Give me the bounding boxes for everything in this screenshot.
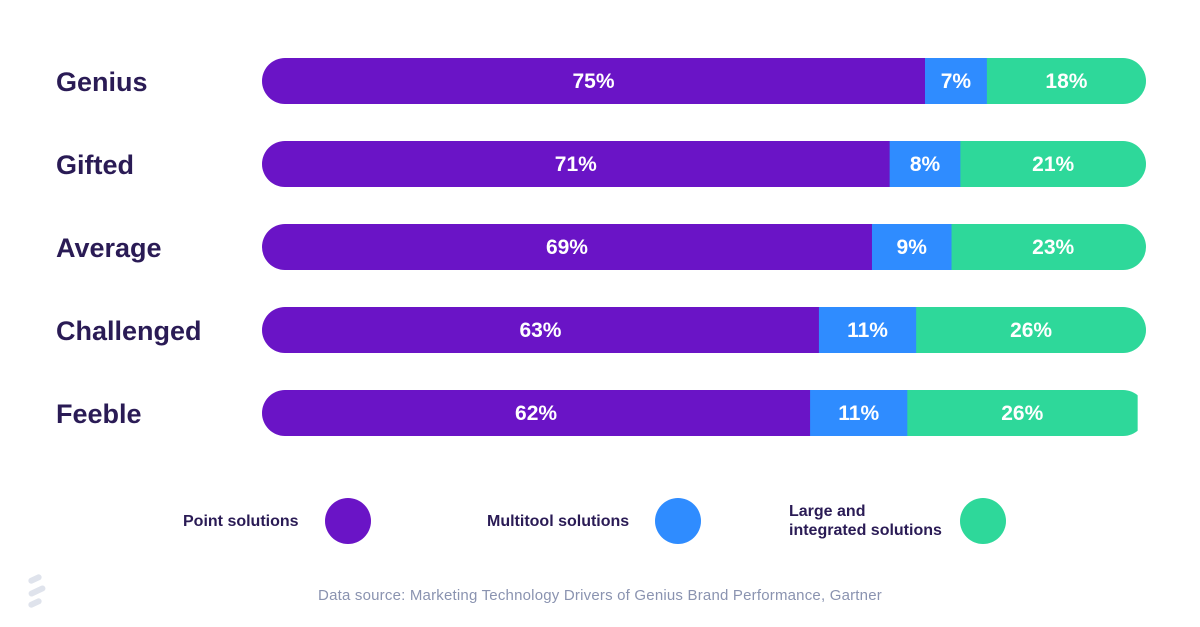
bar-segment-feeble-series-2 [907,390,1138,436]
legend-label: Large and integrated solutions [789,503,942,539]
bar-segment-feeble-series-1 [810,390,908,436]
data-label-genius-series-0: 75% [572,70,614,93]
stacked-bar-chart: Genius 75% 7% 18% Gifted 71% 8% 21% Average 69% 9%… [56,58,1146,436]
data-label-average-series-0: 69% [546,236,588,259]
bar-segment-gifted-series-2 [960,141,1146,187]
data-label-challenged-series-2: 26% [1010,319,1052,342]
bar-row-challenged [262,307,1146,353]
bar-row-feeble [262,390,1138,436]
legend-swatch-multitool-solutions [655,498,702,544]
data-label-genius-series-1: 7% [941,70,972,93]
bar-segment-challenged-series-1 [818,307,917,353]
legend-label: Multitool solutions [487,512,630,530]
bar-segment-gifted-series-1 [889,141,961,187]
legend-large-integrated-solutions: Large and integrated solutions [789,497,1006,545]
category-label-genius: Genius [56,67,148,97]
legend-swatch-large-integrated-solutions [959,498,1006,544]
data-label-challenged-series-0: 63% [519,319,561,342]
category-label-gifted: Gifted [56,150,134,180]
data-label-feeble-series-1: 11% [838,402,879,425]
data-label-challenged-series-1: 11% [847,319,888,342]
bar-segment-genius-series-2 [986,58,1146,104]
data-label-average-series-1: 9% [897,236,928,259]
bar-segment-gifted-series-0 [262,141,891,187]
data-label-genius-series-2: 18% [1045,70,1087,93]
data-source-note: Data source: Marketing Technology Driver… [318,587,882,604]
data-label-average-series-2: 23% [1032,236,1074,259]
bar-segment-average-series-1 [871,224,953,270]
legend-multitool-solutions: Multitool solutions [487,497,702,545]
bar-segment-challenged-series-0 [262,307,820,353]
data-label-feeble-series-2: 26% [1001,402,1043,425]
bar-segment-genius-series-1 [925,58,988,104]
bar-segment-feeble-series-0 [262,390,811,436]
category-label-challenged: Challenged [56,316,202,346]
data-label-gifted-series-0: 71% [555,153,597,176]
data-label-gifted-series-2: 21% [1032,153,1074,176]
bar-segment-average-series-2 [951,224,1146,270]
legend-swatch-point-solutions [324,498,371,544]
bar-row-gifted [262,141,1146,187]
bar-segment-challenged-series-2 [916,307,1146,353]
legend-point-solutions: Point solutions [183,497,371,545]
legend-label: Point solutions [183,512,299,530]
brand-logo-icon [28,574,46,608]
bar-row-genius [262,58,1146,104]
category-label-feeble: Feeble [56,399,142,429]
data-label-feeble-series-0: 62% [515,402,557,425]
bar-segment-genius-series-0 [262,58,926,104]
category-label-average: Average [56,233,162,263]
bar-row-average [262,224,1146,270]
data-label-gifted-series-1: 8% [910,153,941,176]
bar-segment-average-series-0 [262,224,873,270]
